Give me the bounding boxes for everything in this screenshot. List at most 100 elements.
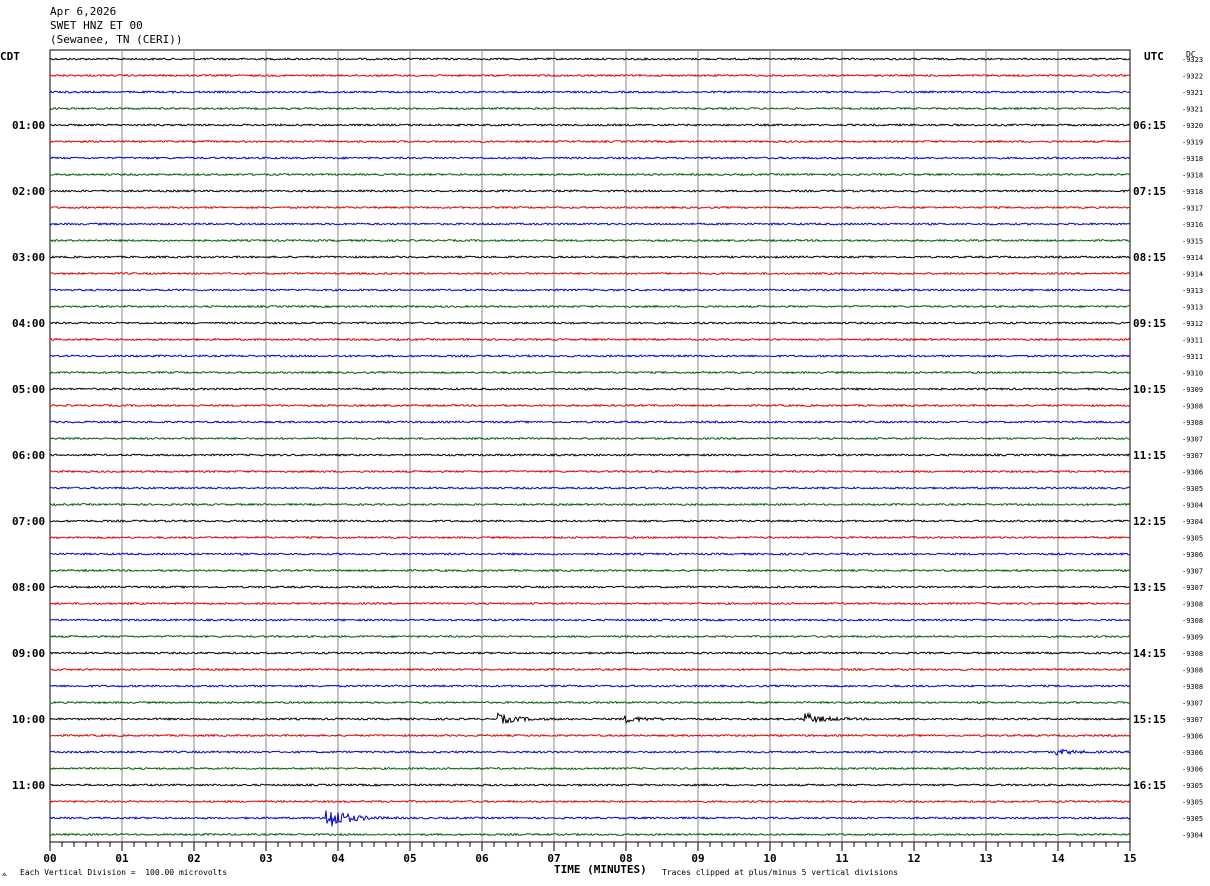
utc-hour-label: 06:15 bbox=[1133, 119, 1166, 132]
seismic-trace bbox=[49, 403, 1131, 408]
seismic-trace bbox=[49, 288, 1131, 292]
dc-offset-label: -9306 bbox=[1182, 469, 1203, 477]
x-tick-label: 05 bbox=[403, 852, 416, 865]
seismic-trace bbox=[49, 321, 1131, 325]
dc-offset-label: -9322 bbox=[1182, 73, 1203, 81]
corner-mark-icon: ⟑ bbox=[2, 869, 7, 878]
utc-hour-label: 13:15 bbox=[1133, 581, 1166, 594]
seismic-trace bbox=[49, 238, 1131, 243]
dc-offset-label: -9314 bbox=[1182, 254, 1203, 262]
dc-offset-label: -9305 bbox=[1182, 799, 1203, 807]
cdt-hour-label: 02:00 bbox=[12, 185, 45, 198]
cdt-hour-label: 01:00 bbox=[12, 119, 45, 132]
x-tick-label: 12 bbox=[907, 852, 920, 865]
dc-offset-label: -9317 bbox=[1182, 205, 1203, 213]
seismic-trace bbox=[49, 519, 1131, 523]
seismic-trace bbox=[49, 810, 1131, 827]
seismic-trace bbox=[49, 634, 1131, 639]
x-tick-label: 11 bbox=[835, 852, 849, 865]
dc-offset-label: -9304 bbox=[1182, 518, 1203, 526]
date-label: Apr 6,2026 bbox=[50, 5, 117, 18]
dc-offset-label: -9308 bbox=[1182, 617, 1203, 625]
seismic-trace bbox=[49, 73, 1131, 78]
seismic-trace bbox=[49, 106, 1131, 111]
seismic-trace bbox=[49, 711, 1131, 725]
dc-offset-label: -9307 bbox=[1182, 568, 1203, 576]
cdt-axis-label: CDT bbox=[0, 50, 20, 63]
seismic-trace bbox=[49, 139, 1131, 144]
cdt-hour-label: 05:00 bbox=[12, 383, 45, 396]
utc-hour-label: 07:15 bbox=[1133, 185, 1166, 198]
dc-offset-label: -9319 bbox=[1182, 139, 1203, 147]
utc-hour-label: 09:15 bbox=[1133, 317, 1166, 330]
x-tick-label: 10 bbox=[763, 852, 776, 865]
dc-offset-label: -9308 bbox=[1182, 667, 1203, 675]
x-tick-label: 03 bbox=[259, 852, 272, 865]
dc-offset-label: -9306 bbox=[1182, 733, 1203, 741]
seismic-trace bbox=[49, 552, 1130, 556]
x-tick-label: 00 bbox=[43, 852, 56, 865]
seismic-trace bbox=[49, 783, 1131, 787]
seismic-trace bbox=[49, 568, 1130, 573]
dc-offset-label: -9307 bbox=[1182, 452, 1203, 460]
seismic-trace bbox=[49, 748, 1130, 756]
seismic-trace bbox=[49, 585, 1131, 589]
dc-offset-label: -9309 bbox=[1182, 634, 1203, 642]
seismic-trace bbox=[49, 123, 1131, 127]
seismic-trace bbox=[49, 601, 1131, 606]
dc-offset-label: -9306 bbox=[1182, 766, 1203, 774]
seismic-trace bbox=[49, 420, 1131, 424]
x-tick-label: 15 bbox=[1123, 852, 1136, 865]
seismic-trace bbox=[49, 469, 1131, 474]
utc-axis-label: UTC bbox=[1144, 50, 1164, 63]
utc-hour-label: 08:15 bbox=[1133, 251, 1166, 264]
x-tick-label: 13 bbox=[979, 852, 992, 865]
dc-offset-label: -9321 bbox=[1182, 89, 1203, 97]
dc-offset-label: -9316 bbox=[1182, 221, 1203, 229]
cdt-hour-label: 11:00 bbox=[12, 779, 45, 792]
seismic-trace bbox=[49, 651, 1131, 655]
dc-offset-label: -9305 bbox=[1182, 782, 1203, 790]
seismic-trace bbox=[49, 221, 1131, 226]
station-label: SWET HNZ ET 00 bbox=[50, 19, 143, 32]
utc-hour-label: 16:15 bbox=[1133, 779, 1166, 792]
dc-offset-label: -9318 bbox=[1182, 172, 1203, 180]
dc-offset-label: -9318 bbox=[1182, 188, 1203, 196]
dc-offset-label: -9308 bbox=[1182, 419, 1203, 427]
utc-hour-label: 12:15 bbox=[1133, 515, 1166, 528]
seismic-trace bbox=[49, 271, 1131, 276]
x-axis-title: TIME (MINUTES) bbox=[554, 863, 647, 876]
dc-offset-label: -9308 bbox=[1182, 683, 1203, 691]
seismic-trace bbox=[49, 172, 1131, 177]
seismic-trace bbox=[49, 436, 1131, 441]
dc-offset-label: -9312 bbox=[1182, 320, 1203, 328]
dc-offset-label: -9311 bbox=[1182, 337, 1203, 345]
dc-offset-label: -9305 bbox=[1182, 535, 1203, 543]
seismic-trace bbox=[49, 354, 1131, 358]
seismic-trace bbox=[49, 90, 1131, 94]
seismic-trace bbox=[49, 832, 1131, 837]
plot-frame bbox=[49, 49, 1131, 843]
dc-offset-label: -9309 bbox=[1182, 386, 1203, 394]
seismic-trace bbox=[49, 799, 1131, 804]
dc-offset-label: -9307 bbox=[1182, 584, 1203, 592]
clip-note: Traces clipped at plus/minus 5 vertical … bbox=[662, 868, 899, 877]
cdt-hour-label: 03:00 bbox=[12, 251, 45, 264]
seismic-trace bbox=[49, 733, 1131, 738]
cdt-hour-label: 09:00 bbox=[12, 647, 45, 660]
cdt-hour-label: 08:00 bbox=[12, 581, 45, 594]
dc-offset-label: -9310 bbox=[1182, 370, 1203, 378]
x-tick-label: 14 bbox=[1051, 852, 1065, 865]
seismic-trace bbox=[49, 189, 1130, 193]
seismic-trace bbox=[49, 766, 1131, 771]
x-tick-label: 07 bbox=[547, 852, 560, 865]
dc-offset-label: -9314 bbox=[1182, 271, 1203, 279]
seismic-trace bbox=[49, 387, 1131, 391]
dc-label: DC bbox=[1186, 50, 1196, 59]
seismic-trace bbox=[49, 255, 1131, 259]
dc-offset-label: -9308 bbox=[1182, 403, 1203, 411]
dc-offset-label: -9308 bbox=[1182, 601, 1203, 609]
seismic-trace bbox=[49, 370, 1131, 375]
utc-hour-label: 11:15 bbox=[1133, 449, 1166, 462]
